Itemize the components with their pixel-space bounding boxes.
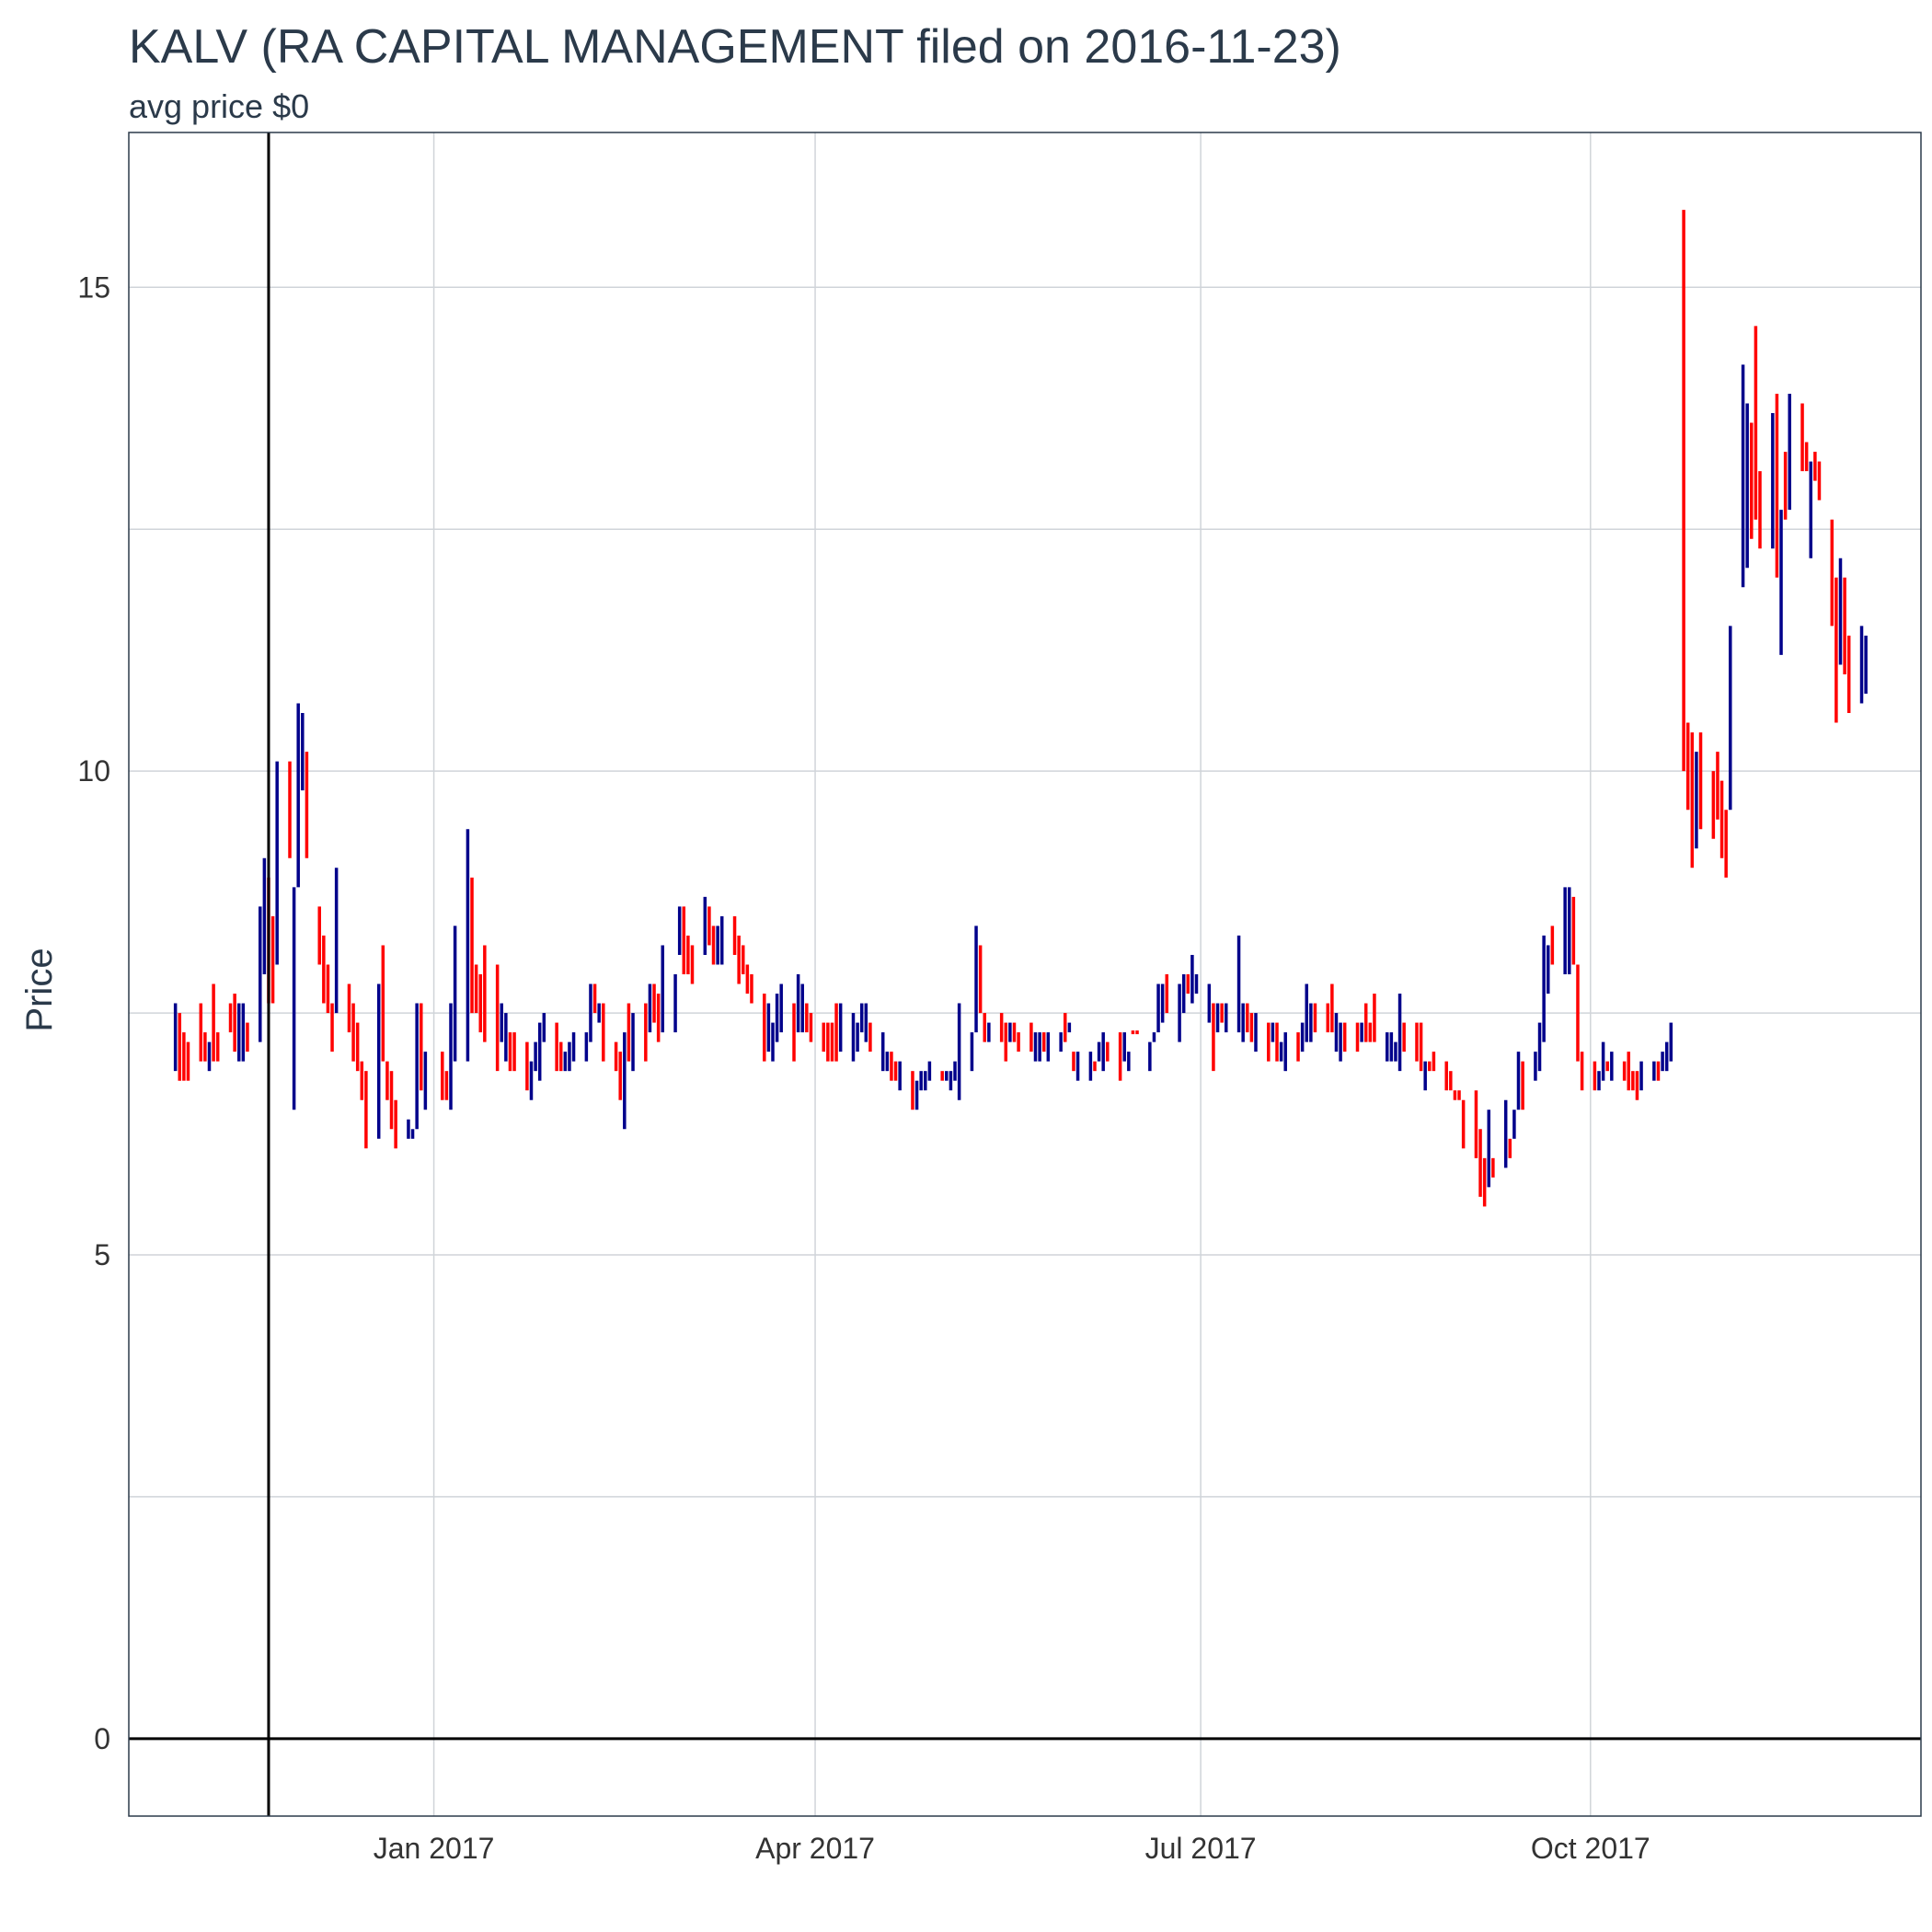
chart-subtitle: avg price $0 [129,87,309,125]
x-tick-label: Jul 2017 [1145,1832,1257,1865]
plot-frame [128,132,1922,1817]
x-tick-label: Jan 2017 [374,1832,495,1865]
y-tick-label: 15 [77,270,110,304]
chart-title: KALV (RA CAPITAL MANAGEMENT filed on 201… [129,20,1341,74]
x-tick-labels: Jan 2017 Apr 2017 Jul 2017 Oct 2017 [374,1832,1650,1865]
gridlines [129,132,1921,1816]
x-tick-label: Oct 2017 [1531,1832,1650,1865]
price-bars [173,210,1868,1207]
y-tick-labels: 0 5 10 15 [77,270,110,1755]
plot-panel [129,132,1921,1816]
reference-lines [129,132,1921,1816]
x-tick-label: Apr 2017 [755,1832,875,1865]
y-tick-label: 5 [94,1238,110,1271]
y-tick-label: 0 [94,1722,110,1755]
y-axis-label: Price [19,948,60,1031]
y-tick-label: 10 [77,754,110,788]
